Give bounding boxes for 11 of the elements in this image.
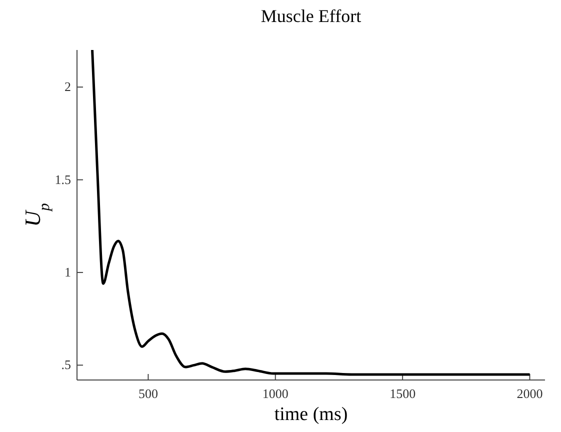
x-tick-label: 500 <box>138 386 158 401</box>
y-tick-label: 1.5 <box>54 172 71 187</box>
x-tick-label: 2000 <box>516 386 543 401</box>
y-tick-label: .5 <box>61 357 71 372</box>
x-tick-label: 1000 <box>262 386 288 401</box>
line-series <box>91 48 531 376</box>
x-tick-label: 1500 <box>390 386 416 401</box>
chart-title: Muscle Effort <box>260 6 362 26</box>
y-tick-label: 1 <box>64 264 71 280</box>
y-tick-label: 2 <box>64 79 71 94</box>
x-axis-title: time (ms) <box>274 404 348 425</box>
